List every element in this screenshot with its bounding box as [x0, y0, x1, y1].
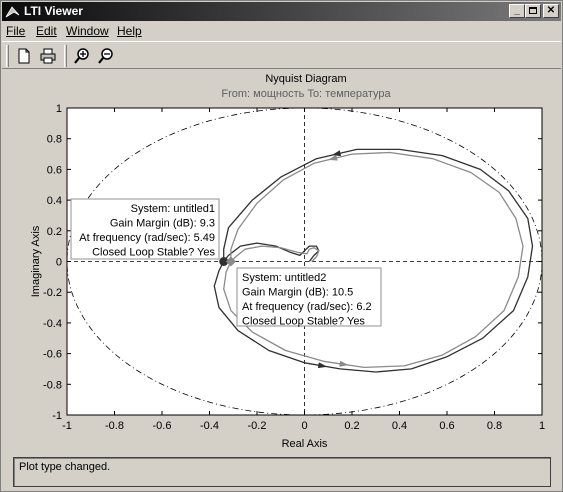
x-tick-label: -0.6	[153, 420, 172, 432]
nyquist-curve-2[interactable]	[223, 151, 524, 369]
datatip-line: At frequency (rad/sec): 5.49	[79, 232, 215, 244]
to-value: температура	[325, 88, 391, 100]
x-tick-label: -0.4	[200, 420, 219, 432]
y-tick-label: -0.2	[43, 287, 62, 299]
y-tick-label: -0.6	[43, 349, 62, 361]
gain-margin-marker-1[interactable]	[219, 257, 229, 266]
x-axis-label: Real Axis	[282, 438, 328, 450]
y-tick-label: 0.8	[47, 134, 62, 146]
datatip-box-2[interactable]	[236, 267, 382, 327]
y-tick-label: 0.2	[47, 226, 62, 238]
datatip-line: At frequency (rad/sec): 6.2	[242, 301, 372, 313]
x-tick-label: 1	[539, 420, 545, 432]
direction-arrow	[328, 154, 338, 161]
from-value: мощность	[253, 88, 305, 100]
minimize-icon: _	[514, 5, 520, 16]
new-document-icon[interactable]	[14, 46, 34, 66]
x-tick-label: -0.2	[248, 420, 267, 432]
x-tick-label: 0.4	[392, 420, 407, 432]
menu-window[interactable]: Window	[66, 24, 109, 38]
to-label: To:	[307, 88, 323, 100]
gain-margin-marker-2[interactable]	[225, 256, 236, 267]
window-title: LTI Viewer	[24, 4, 83, 18]
status-bar: Plot type changed.	[13, 457, 551, 487]
y-tick-label: -1	[52, 410, 62, 422]
direction-arrow	[339, 360, 349, 367]
y-tick-label: 0.4	[47, 195, 62, 207]
print-icon[interactable]	[38, 46, 58, 66]
menu-file-label: File	[6, 24, 26, 38]
from-label: From:	[221, 88, 251, 100]
y-tick-label: -0.4	[43, 318, 62, 330]
toolbar-separator	[64, 45, 67, 67]
maximize-icon	[529, 7, 537, 14]
x-tick-label: -1	[62, 420, 72, 432]
y-tick-label: 0	[56, 257, 62, 269]
direction-arrow	[331, 150, 342, 157]
minimize-button[interactable]: _	[509, 4, 525, 18]
y-tick-label: 0.6	[47, 164, 62, 176]
maximize-button[interactable]	[525, 4, 541, 18]
zoom-in-icon[interactable]	[72, 46, 92, 66]
nyquist-chart[interactable]: -1 -0.8 -0.6 -0.4 -0.2 0 0.2 0.4 0.6 0.8 1 1 0.8 0.6 0…	[1, 1, 563, 456]
close-button[interactable]: ✕	[543, 4, 559, 18]
datatip-line: Gain Margin (dB): 9.3	[110, 218, 215, 230]
menu-help[interactable]: Help	[117, 24, 142, 38]
menu-bar: File Edit Window Help	[2, 21, 561, 40]
x-tick-label: -0.8	[105, 420, 124, 432]
title-bar[interactable]: LTI Viewer _ ✕	[2, 2, 561, 21]
x-tick-label: 0.2	[344, 420, 359, 432]
status-text: Plot type changed.	[19, 461, 111, 473]
zoom-out-icon[interactable]	[96, 46, 116, 66]
datatip-line: System: untitled2	[242, 272, 326, 284]
matlab-icon	[5, 6, 20, 18]
close-icon: ✕	[546, 5, 556, 16]
plot-title: Nyquist Diagram	[265, 73, 347, 85]
x-tick-label: 0.8	[487, 420, 502, 432]
menu-edit[interactable]: Edit	[36, 24, 57, 38]
x-tick-label: 0	[301, 420, 307, 432]
plot-subtitle: From: мощность To: температура	[1, 88, 563, 100]
nyquist-curve-1[interactable]	[213, 148, 534, 373]
menu-edit-label: Edit	[36, 24, 57, 38]
y-axis-label: Imaginary Axis	[30, 225, 42, 297]
menu-help-label: Help	[117, 24, 142, 38]
datatip-line: System: untitled1	[131, 203, 215, 215]
menu-file[interactable]: File	[6, 24, 25, 38]
datatip-box-1[interactable]	[70, 198, 220, 260]
datatip-line: Closed Loop Stable? Yes	[242, 316, 365, 328]
direction-arrow	[317, 362, 328, 369]
y-tick-label: -0.8	[43, 379, 62, 391]
toolbar	[2, 41, 561, 69]
y-tick-label: 1	[56, 103, 62, 115]
datatip-line: Gain Margin (dB): 10.5	[242, 287, 353, 299]
x-tick-label: 0.6	[439, 420, 454, 432]
toolbar-grip[interactable]	[6, 45, 9, 67]
menu-window-label: Window	[66, 24, 109, 38]
datatip-line: Closed Loop Stable? Yes	[92, 247, 215, 259]
